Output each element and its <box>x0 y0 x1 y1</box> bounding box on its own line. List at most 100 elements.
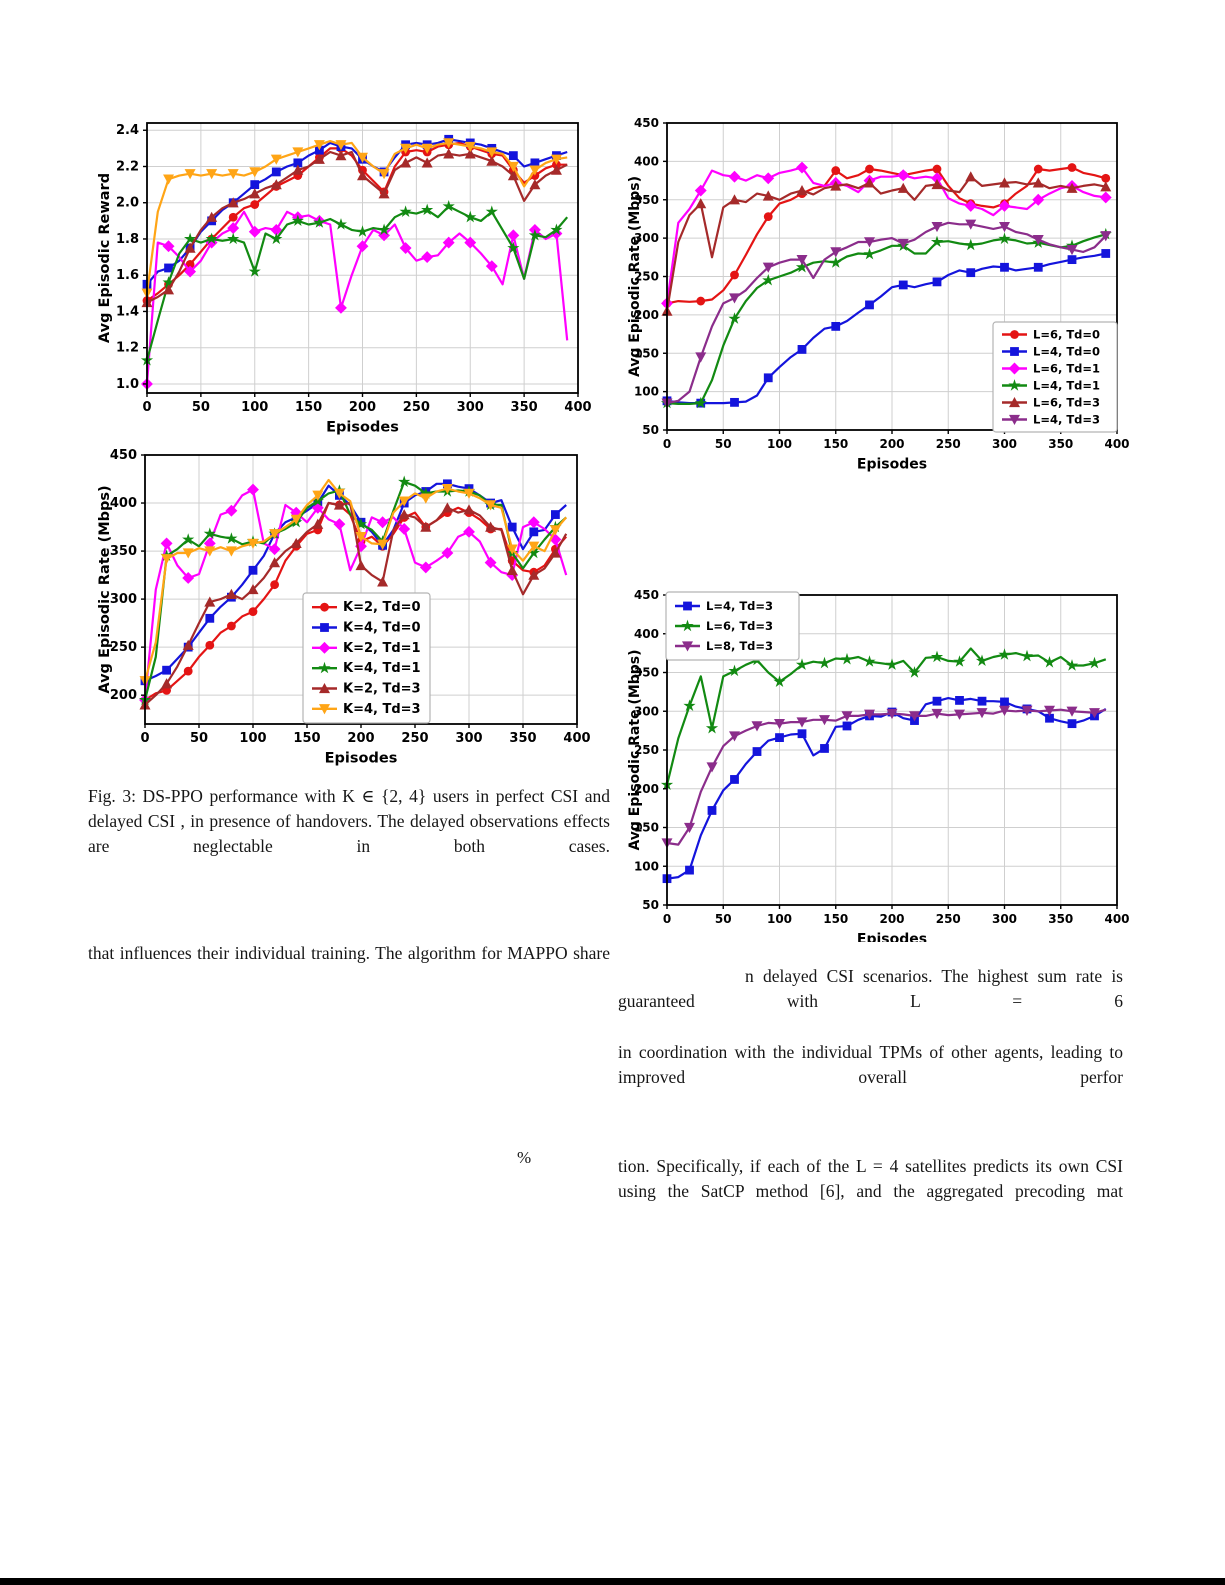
svg-text:0: 0 <box>663 437 671 451</box>
svg-text:K=2, Td=3: K=2, Td=3 <box>343 682 421 697</box>
chart-rate-k-users: 0 50 100 150 200 250 300 350 400 200 250 300 350 400 4… <box>85 440 605 770</box>
svg-text:Avg Episodic Rate (Mbps): Avg Episodic Rate (Mbps) <box>627 649 643 850</box>
svg-text:K=4, Td=3: K=4, Td=3 <box>343 702 421 717</box>
page-bottom-scan-bar <box>0 1578 1225 1585</box>
svg-text:1.0: 1.0 <box>116 377 139 392</box>
svg-text:Episodes: Episodes <box>857 932 927 942</box>
svg-text:200: 200 <box>634 308 659 322</box>
svg-text:300: 300 <box>634 231 659 245</box>
svg-text:150: 150 <box>634 346 659 360</box>
svg-text:1.2: 1.2 <box>116 341 139 356</box>
svg-text:Avg Episodic Rate (Mbps): Avg Episodic Rate (Mbps) <box>97 485 113 693</box>
svg-text:300: 300 <box>455 731 482 746</box>
svg-text:Avg Episodic Reward: Avg Episodic Reward <box>97 173 113 343</box>
svg-text:L=6, Td=3: L=6, Td=3 <box>706 619 773 633</box>
svg-text:2.0: 2.0 <box>116 196 139 211</box>
svg-text:300: 300 <box>992 912 1017 926</box>
chart-rate-l-td-comparison: 0 50 100 150 200 250 300 350 400 50 100 150 200 250 30… <box>620 100 1145 472</box>
svg-text:K=4, Td=0: K=4, Td=0 <box>343 621 421 636</box>
svg-text:L=4, Td=1: L=4, Td=1 <box>1033 379 1100 393</box>
svg-text:L=4, Td=0: L=4, Td=0 <box>1033 345 1100 359</box>
chart-rate-l-td3-comparison: 0 50 100 150 200 250 300 350 400 50 100 150 200 250 30… <box>620 570 1145 942</box>
svg-text:100: 100 <box>767 912 792 926</box>
body-text-right-1: n delayed CSI scenarios. The highest sum… <box>618 966 1123 1012</box>
svg-text:L=6, Td=0: L=6, Td=0 <box>1033 328 1100 342</box>
svg-text:L=4, Td=3: L=4, Td=3 <box>706 599 773 613</box>
svg-text:300: 300 <box>634 704 659 718</box>
svg-text:350: 350 <box>110 544 137 559</box>
svg-text:250: 250 <box>634 743 659 757</box>
svg-text:250: 250 <box>634 270 659 284</box>
svg-text:Episodes: Episodes <box>857 457 927 472</box>
svg-text:400: 400 <box>564 400 591 415</box>
svg-text:450: 450 <box>634 588 659 602</box>
svg-text:400: 400 <box>1104 912 1129 926</box>
svg-text:400: 400 <box>1104 437 1129 451</box>
svg-text:400: 400 <box>634 627 659 641</box>
svg-text:200: 200 <box>347 731 374 746</box>
svg-text:1.6: 1.6 <box>116 268 139 283</box>
svg-text:50: 50 <box>642 898 659 912</box>
svg-text:250: 250 <box>403 400 430 415</box>
svg-text:0: 0 <box>142 400 151 415</box>
svg-text:100: 100 <box>767 437 792 451</box>
svg-text:2.2: 2.2 <box>116 159 139 174</box>
svg-text:350: 350 <box>509 731 536 746</box>
svg-text:50: 50 <box>715 912 732 926</box>
svg-text:K=4, Td=1: K=4, Td=1 <box>343 661 421 676</box>
svg-text:250: 250 <box>401 731 428 746</box>
svg-text:450: 450 <box>110 448 137 463</box>
svg-text:350: 350 <box>1048 437 1073 451</box>
svg-text:300: 300 <box>992 437 1017 451</box>
body-text-right-3: tion. Specifically, if each of the L = 4… <box>618 1156 1123 1202</box>
svg-text:Episodes: Episodes <box>325 751 398 767</box>
svg-text:0: 0 <box>140 731 149 746</box>
body-text-right-2: in coordination with the individual TPMs… <box>618 1042 1123 1088</box>
svg-text:250: 250 <box>936 437 961 451</box>
svg-text:L=6, Td=1: L=6, Td=1 <box>1033 362 1100 376</box>
svg-text:150: 150 <box>634 821 659 835</box>
svg-text:400: 400 <box>634 154 659 168</box>
svg-text:150: 150 <box>823 437 848 451</box>
svg-text:200: 200 <box>634 782 659 796</box>
svg-text:1.4: 1.4 <box>116 304 139 319</box>
svg-text:1.8: 1.8 <box>116 232 139 247</box>
svg-text:50: 50 <box>190 731 208 746</box>
svg-text:200: 200 <box>110 688 137 703</box>
svg-text:150: 150 <box>295 400 322 415</box>
figure-caption: Fig. 3: DS-PPO performance with K ∈ {2, … <box>88 786 610 857</box>
svg-text:200: 200 <box>879 437 904 451</box>
svg-text:150: 150 <box>823 912 848 926</box>
svg-text:350: 350 <box>634 666 659 680</box>
svg-text:100: 100 <box>634 859 659 873</box>
svg-text:100: 100 <box>634 385 659 399</box>
svg-text:L=6, Td=3: L=6, Td=3 <box>1033 396 1100 410</box>
svg-text:350: 350 <box>1048 912 1073 926</box>
svg-text:K=2, Td=1: K=2, Td=1 <box>343 641 421 656</box>
svg-text:250: 250 <box>110 640 137 655</box>
svg-text:250: 250 <box>936 912 961 926</box>
svg-text:Avg Episodic Rate (Mbps): Avg Episodic Rate (Mbps) <box>627 176 643 377</box>
svg-text:450: 450 <box>634 116 659 130</box>
svg-text:400: 400 <box>110 496 137 511</box>
svg-text:L=8, Td=3: L=8, Td=3 <box>706 639 773 653</box>
svg-text:200: 200 <box>879 912 904 926</box>
svg-text:300: 300 <box>110 592 137 607</box>
svg-text:350: 350 <box>634 193 659 207</box>
svg-text:50: 50 <box>642 423 659 437</box>
svg-text:100: 100 <box>241 400 268 415</box>
svg-text:350: 350 <box>511 400 538 415</box>
svg-text:Episodes: Episodes <box>326 420 399 435</box>
svg-text:100: 100 <box>239 731 266 746</box>
svg-text:50: 50 <box>715 437 732 451</box>
body-text-left: that influences their individual trainin… <box>88 943 610 963</box>
svg-text:200: 200 <box>349 400 376 415</box>
svg-text:2.4: 2.4 <box>116 123 139 138</box>
svg-text:400: 400 <box>563 731 590 746</box>
percent-sign-text: % <box>517 1148 532 1167</box>
svg-text:150: 150 <box>293 731 320 746</box>
chart-avg-episodic-reward: 0 50 100 150 200 250 300 350 400 1.0 1.2 1.4 1.6 1.8 2… <box>85 100 605 435</box>
svg-text:L=4, Td=3: L=4, Td=3 <box>1033 413 1100 427</box>
svg-text:0: 0 <box>663 912 671 926</box>
svg-text:50: 50 <box>192 400 210 415</box>
